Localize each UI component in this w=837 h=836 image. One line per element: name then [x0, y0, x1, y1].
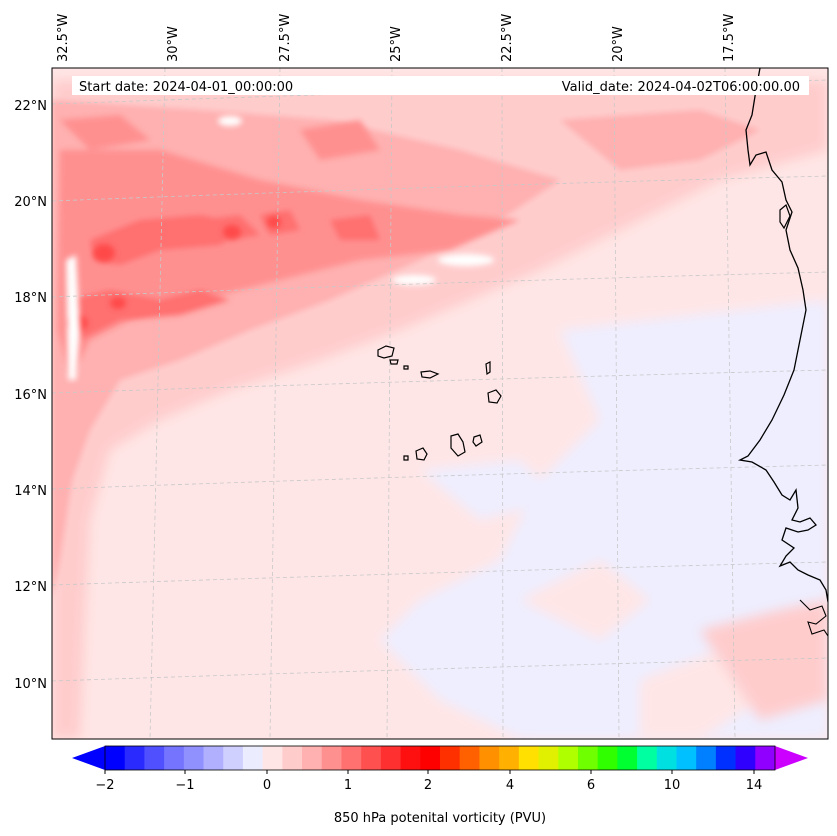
colorbar-tick-label: 0	[263, 778, 271, 793]
lon-label: 30°W	[166, 26, 181, 62]
lat-label: 14°N	[14, 484, 47, 499]
pv-band-core	[70, 210, 380, 340]
colorbar-cells	[105, 746, 776, 770]
colorbar-tick-label: −2	[95, 778, 114, 793]
colorbar-cell	[203, 746, 224, 770]
colorbar-cell	[124, 746, 145, 770]
colorbar-tick-label: 1	[344, 778, 352, 793]
lat-label: 18°N	[14, 291, 47, 306]
colorbar-frame	[104, 745, 776, 771]
colorbar-overflow-triangle	[775, 746, 808, 770]
latitude-labels: 22°N 20°N 18°N 16°N 14°N 12°N 10°N	[14, 99, 47, 692]
lon-label: 27.5°W	[278, 14, 293, 62]
colorbar-tick-label: 10	[664, 778, 681, 793]
lon-label: 20°W	[611, 26, 626, 62]
lon-label: 17.5°W	[722, 14, 737, 62]
colorbar-cell	[144, 746, 165, 770]
colorbar-cell	[577, 746, 599, 770]
pv-band-strong	[58, 115, 520, 380]
colorbar-cell	[617, 746, 638, 770]
colorbar-cell	[656, 746, 677, 770]
colorbar-cell	[361, 746, 382, 770]
lat-label: 22°N	[14, 99, 47, 114]
colorbar-tick-label: 14	[746, 778, 763, 793]
map-area	[52, 68, 828, 739]
cape-verde-islands	[377, 345, 502, 461]
colorbar-cell	[715, 746, 737, 770]
colorbar-cell	[735, 746, 756, 770]
colorbar-cell	[637, 746, 658, 770]
colorbar-cell	[499, 746, 520, 770]
colorbar-cell	[440, 746, 461, 770]
colorbar-cell	[242, 746, 264, 770]
colorbar-tick-label: −1	[175, 778, 194, 793]
lat-label: 12°N	[14, 580, 47, 595]
colorbar-cell	[302, 746, 323, 770]
lon-label: 32.5°W	[56, 14, 71, 62]
cape-blanc	[779, 203, 791, 230]
longitude-labels: 32.5°W 30°W 27.5°W 25°W 22.5°W 20°W 17.5…	[56, 14, 737, 62]
colorbar-cell	[518, 746, 540, 770]
lat-label: 10°N	[14, 677, 47, 692]
colorbar-tick-label: 2	[424, 778, 432, 793]
colorbar-cell	[321, 746, 342, 770]
start-date-label: Start date: 2024-04-01_00:00:00	[79, 80, 293, 95]
colorbar-cell	[223, 746, 244, 770]
colorbar-title: 850 hPa potenital vorticity (PVU)	[334, 811, 546, 826]
africa-coastline	[737, 68, 828, 603]
lon-label: 25°W	[389, 26, 404, 62]
colorbar-cell	[380, 746, 402, 770]
colorbar-cell	[538, 746, 559, 770]
low-pv-gaps	[66, 116, 494, 380]
lat-label: 20°N	[14, 195, 47, 210]
colorbar-cell	[183, 746, 205, 770]
colorbar-ticks: −2 −1 0 1 2 4 6 10 14	[95, 770, 762, 793]
colorbar-cell	[341, 746, 362, 770]
colorbar-tick-label: 6	[587, 778, 595, 793]
colorbar-cell	[676, 746, 697, 770]
colorbar-cell	[459, 746, 480, 770]
colorbar-cell	[282, 746, 303, 770]
lat-label: 16°N	[14, 388, 47, 403]
colorbar-cell	[400, 746, 421, 770]
africa-coastline-south	[799, 599, 828, 637]
colorbar: −2 −1 0 1 2 4 6 10 14	[72, 745, 808, 793]
colorbar-cell	[164, 746, 185, 770]
colorbar-cell	[597, 746, 618, 770]
colorbar-underflow-triangle	[72, 746, 105, 770]
colorbar-tick-label: 4	[506, 778, 514, 793]
colorbar-cell	[755, 746, 776, 770]
colorbar-cell	[105, 746, 126, 770]
valid-date-label: Valid_date: 2024-04-02T06:00:00.00	[562, 80, 800, 95]
lon-label: 22.5°W	[500, 14, 515, 62]
header-box	[72, 76, 809, 95]
colorbar-cell	[420, 746, 441, 770]
colorbar-cell	[479, 746, 500, 770]
map-frame	[51, 67, 829, 740]
colorbar-cell	[262, 746, 283, 770]
colorbar-cell	[558, 746, 579, 770]
colorbar-cell	[696, 746, 717, 770]
